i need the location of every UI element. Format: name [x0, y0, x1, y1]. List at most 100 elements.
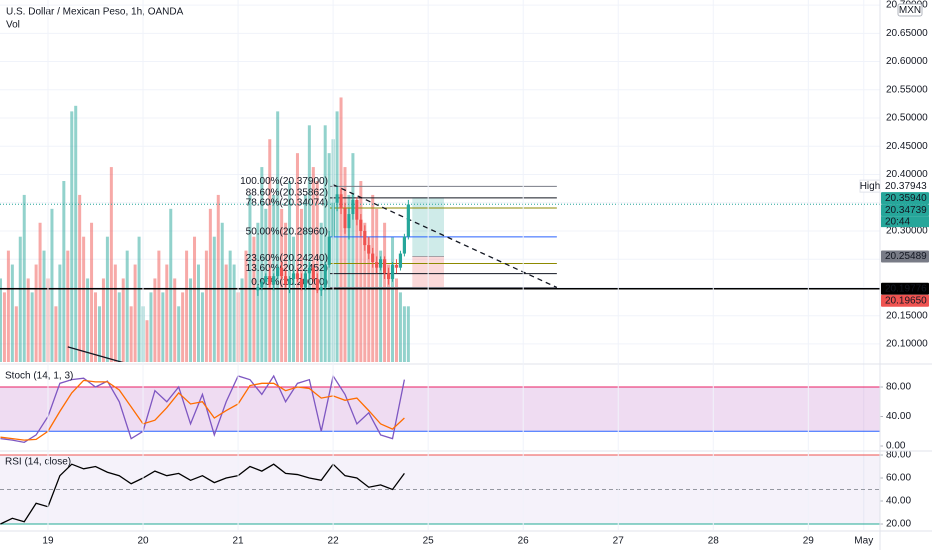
volume-bar — [315, 181, 319, 362]
y-tick-label: 20.00 — [886, 519, 911, 530]
volume-bar — [200, 292, 204, 362]
volume-bar — [181, 292, 185, 362]
volume-bar — [149, 292, 153, 362]
volume-bar — [97, 306, 101, 362]
volume-bar — [177, 306, 181, 362]
price-label: 20.25489 — [885, 251, 927, 262]
volume-bar — [363, 222, 367, 362]
price-time: 20:44 — [885, 216, 910, 227]
y-tick-label: 20.55000 — [886, 84, 928, 95]
candle-body — [335, 194, 339, 203]
volume-bar — [220, 222, 224, 362]
fib-label: 50.00%(20.28960) — [246, 226, 328, 237]
candle-body — [319, 287, 323, 291]
indicator-line — [0, 463, 405, 525]
volume-bar — [153, 278, 157, 362]
volume-bar — [78, 194, 82, 362]
volume-bar — [6, 250, 10, 362]
volume-bar — [383, 222, 387, 362]
candle-body — [351, 199, 355, 215]
volume-bar — [379, 250, 383, 362]
y-tick-label: 60.00 — [886, 473, 911, 484]
candle-body — [327, 236, 331, 265]
volume-bar — [26, 278, 30, 362]
volume-bar — [50, 208, 54, 362]
price-label: 20.34739 — [885, 205, 927, 216]
volume-bar — [402, 306, 406, 362]
x-tick-label: 21 — [233, 536, 245, 547]
stoch-pane — [0, 374, 880, 444]
volume-bar — [86, 278, 90, 362]
candle-body — [291, 273, 296, 279]
price-label-box — [881, 282, 929, 295]
price-time-box — [881, 216, 929, 228]
volume-bar — [70, 111, 74, 362]
candle-body — [359, 219, 363, 231]
x-tick-label: 27 — [613, 536, 625, 547]
volume-bar — [264, 208, 268, 362]
volume-bar — [2, 292, 6, 362]
x-tick-label: 28 — [708, 536, 720, 547]
y-tick-label: 40.00 — [886, 411, 911, 422]
candle-body — [386, 273, 391, 279]
volume-bar — [351, 153, 355, 362]
candle-body — [280, 267, 284, 277]
volume-bar — [169, 208, 173, 362]
volume-bar — [260, 167, 264, 362]
volume-bar — [125, 250, 129, 362]
price-label: 20.35940 — [885, 193, 927, 204]
volume-bar — [0, 278, 2, 362]
indicator-line — [0, 379, 405, 441]
volume-bar — [387, 264, 391, 362]
candle-body — [402, 236, 406, 254]
candle-body — [339, 194, 343, 209]
y-tick-label: 80.00 — [886, 382, 911, 393]
price-pane: 100.00%(20.37900)88.60%(20.35862)78.60%(… — [0, 4, 880, 362]
price-label-box — [881, 294, 929, 307]
volume-bar — [137, 236, 141, 362]
currency-box — [897, 3, 923, 17]
volume-bar — [105, 236, 109, 362]
volume-bar — [66, 250, 70, 362]
y-tick-label: 20.30000 — [886, 226, 928, 237]
volume-bar — [10, 264, 14, 362]
volume-bar — [216, 194, 220, 362]
volume-bar — [161, 292, 165, 362]
volume-bar — [295, 153, 299, 362]
volume-bar — [145, 320, 149, 362]
volume-bar — [90, 222, 94, 362]
volume-bar — [34, 264, 38, 362]
volume-bar — [359, 181, 363, 362]
candle-body — [363, 230, 367, 246]
volume-bar — [228, 250, 232, 362]
volume-bar — [208, 208, 212, 362]
candle-body — [379, 259, 383, 268]
volume-bar — [54, 306, 58, 362]
volume-bar — [133, 264, 137, 362]
indicator-title: Stoch (14, 1, 3) — [5, 371, 73, 382]
volume-bar — [248, 194, 252, 362]
y-tick-label: 20.45000 — [886, 141, 928, 152]
volume-bar — [406, 306, 410, 362]
candle-body — [287, 278, 292, 285]
x-tick-label: 22 — [328, 536, 340, 547]
volume-bar — [193, 236, 197, 362]
candle-body — [343, 208, 347, 229]
volume-bar — [42, 250, 46, 362]
candle-body — [299, 278, 304, 288]
candle-body — [398, 253, 403, 268]
volume-bar — [339, 97, 343, 362]
candle-body — [382, 259, 387, 274]
volume-bar — [204, 250, 208, 362]
volume-bar — [196, 264, 200, 362]
y-tick-label: 80.00 — [886, 450, 911, 461]
volume-bar — [394, 278, 398, 362]
candle-body — [303, 273, 307, 288]
volume-bar — [94, 292, 98, 362]
candle-body — [295, 273, 300, 279]
volume-bar — [129, 306, 133, 362]
band-fill — [0, 387, 880, 432]
candle-body — [375, 262, 379, 268]
